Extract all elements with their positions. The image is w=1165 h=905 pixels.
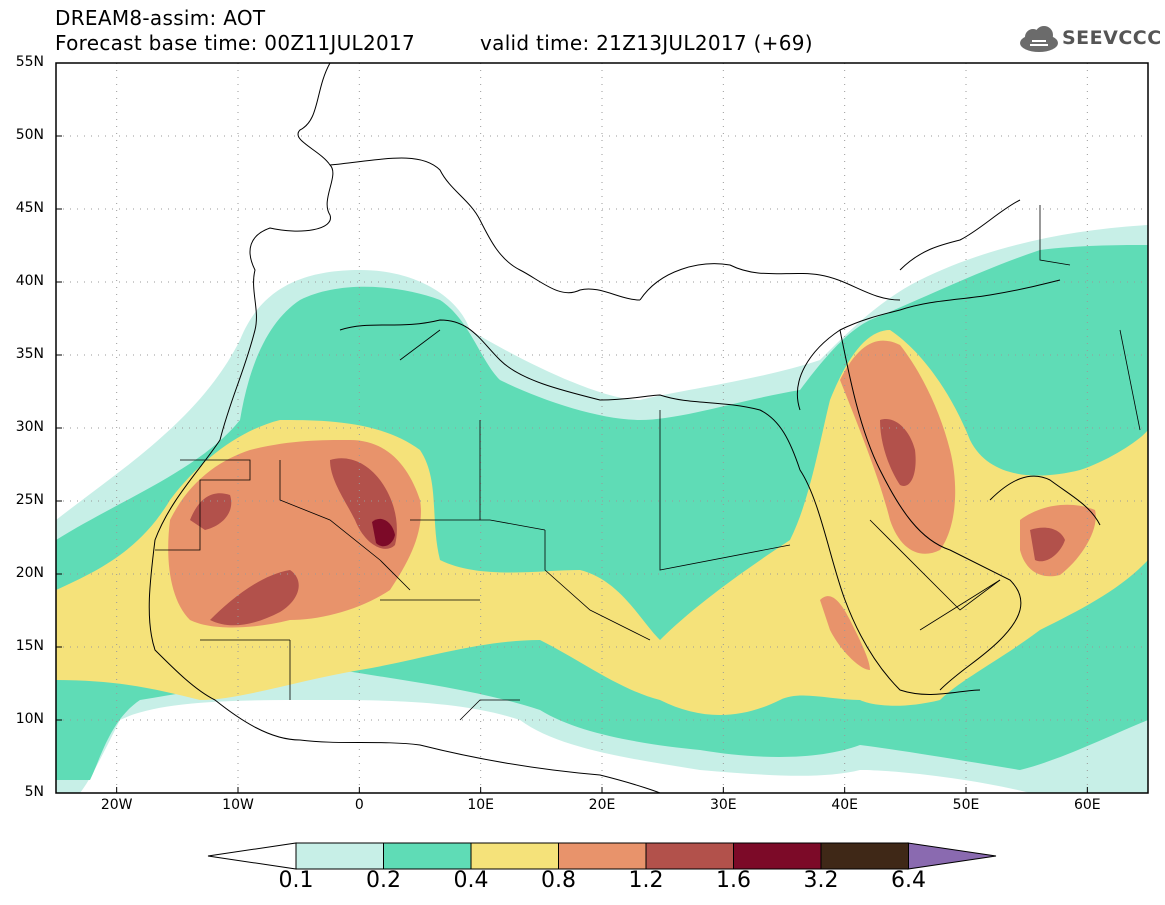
colorbar-box: [645, 842, 734, 870]
colorbar-box: [820, 842, 909, 870]
colorbar-box: [558, 842, 647, 870]
lon-label: 10E: [467, 797, 494, 813]
colorbar-label: 0.2: [366, 868, 401, 893]
lon-label: 50E: [952, 797, 980, 813]
lat-label: 5N: [24, 784, 44, 800]
colorbar-box: [295, 842, 384, 870]
lat-label: 35N: [15, 346, 44, 362]
seevccc-logo: SEEVCCC: [1018, 23, 1161, 57]
axis-ticks: [56, 62, 1088, 794]
colorbar-box: [383, 842, 472, 870]
lat-label: 45N: [15, 200, 44, 216]
coastlines: [148, 63, 1101, 793]
lon-label: 30E: [709, 797, 737, 813]
lon-label: 10W: [222, 797, 254, 813]
lat-label: 10N: [15, 711, 44, 727]
colorbar-label: 0.1: [278, 868, 314, 893]
lon-label: 60E: [1073, 797, 1101, 813]
title-line-2: Forecast base time: 00Z11JUL2017: [55, 31, 416, 55]
colorbar-label: 1.6: [716, 868, 751, 893]
colorbar-label: 0.4: [453, 868, 489, 893]
lat-label: 15N: [15, 638, 44, 654]
logo-text: SEEVCCC: [1062, 27, 1162, 49]
title-line-1: DREAM8-assim: AOT: [55, 6, 266, 30]
colorbar-label: 1.2: [628, 868, 664, 893]
lat-label: 20N: [15, 565, 44, 581]
lon-label: 0: [354, 797, 364, 813]
lat-label: 25N: [15, 492, 44, 508]
lon-label: 20E: [588, 797, 616, 813]
colorbar-label: 6.4: [891, 868, 926, 893]
aot-field-0.8: [168, 340, 1096, 670]
graticule: [56, 63, 1148, 793]
aot-field-1.2: [190, 419, 1065, 626]
lon-label: 40E: [831, 797, 858, 813]
colorbar: [207, 842, 997, 870]
lat-label: 30N: [15, 419, 44, 435]
colorbar-high-arrow: [907, 842, 997, 870]
borders: [155, 205, 1141, 721]
lat-label: 50N: [15, 127, 44, 143]
aot-field-1.6: [372, 518, 395, 547]
colorbar-label: 0.8: [541, 868, 576, 893]
colorbar-label: 3.2: [803, 868, 839, 893]
cloud-icon: [1020, 26, 1058, 52]
lat-label: 55N: [15, 54, 44, 70]
lon-label: 20W: [100, 797, 133, 813]
colorbar-box: [733, 842, 822, 870]
colorbar-low-arrow: [207, 842, 297, 870]
colorbar-box: [470, 842, 559, 870]
lat-label: 40N: [15, 273, 44, 289]
valid-time: valid time: 21Z13JUL2017 (+69): [480, 31, 813, 55]
